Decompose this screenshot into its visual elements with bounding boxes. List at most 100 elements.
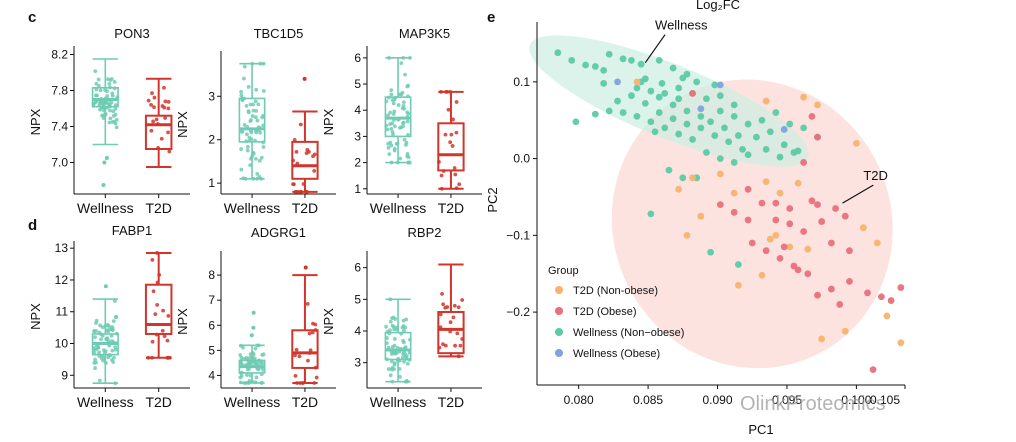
y-axis-label: NPX — [28, 303, 43, 330]
boxplot-tbc1d5: TBC1D5 1 2 3 NPX Wellness T2D — [175, 26, 336, 216]
y-tick-label: 10 — [55, 337, 69, 351]
data-point — [390, 352, 394, 356]
data-point — [397, 349, 402, 354]
data-point — [114, 125, 119, 130]
data-point — [389, 88, 394, 93]
data-point — [113, 345, 118, 350]
scatter-point — [703, 95, 710, 103]
scatter-point — [814, 201, 821, 209]
data-point — [94, 329, 98, 333]
scatter-point — [697, 124, 705, 132]
data-point — [149, 128, 154, 133]
data-point — [402, 340, 406, 345]
scatter-point — [814, 133, 821, 141]
data-point — [306, 358, 310, 363]
legend-swatch — [555, 349, 563, 357]
data-point — [460, 337, 465, 341]
scatter-point — [748, 239, 756, 247]
scatter-point — [800, 124, 808, 132]
scatter-point — [711, 81, 719, 89]
data-point — [403, 352, 408, 357]
scatter-point — [675, 84, 683, 92]
data-point — [112, 79, 117, 84]
box-iqr — [291, 329, 319, 369]
data-point — [113, 121, 118, 126]
x-tick-label: 0.090 — [703, 393, 733, 407]
y-tick-label: 3 — [354, 356, 361, 370]
scatter-point — [772, 231, 780, 239]
data-point — [389, 126, 394, 131]
scatter-point — [786, 220, 794, 228]
scatter-point — [711, 132, 719, 139]
data-point — [238, 375, 243, 380]
scatter-point — [786, 205, 794, 212]
scatter-point — [655, 56, 663, 64]
data-point — [248, 128, 253, 133]
scatter-point — [877, 293, 885, 301]
scatter-point — [582, 61, 590, 69]
boxplot-title: TBC1D5 — [254, 26, 304, 41]
data-point — [254, 129, 258, 133]
data-point — [154, 332, 159, 337]
data-point — [443, 132, 448, 137]
box-t2d — [144, 251, 173, 360]
scatter-point — [628, 56, 635, 64]
data-point — [162, 334, 167, 338]
data-point — [307, 331, 312, 336]
data-point — [401, 55, 406, 60]
data-point — [261, 368, 266, 372]
data-point — [452, 303, 457, 308]
data-point — [93, 366, 97, 370]
scatter-point — [780, 243, 788, 251]
annotation-label: Wellness — [655, 18, 708, 33]
data-point — [298, 381, 302, 385]
data-point — [152, 95, 157, 100]
data-point — [451, 117, 455, 122]
data-point — [94, 318, 99, 323]
y-axis-label: NPX — [321, 108, 336, 135]
data-point — [167, 149, 172, 154]
data-point — [384, 324, 389, 329]
data-point — [445, 305, 450, 309]
data-point — [93, 360, 98, 365]
scatter-point — [790, 149, 798, 156]
data-point — [166, 99, 171, 104]
data-point — [155, 122, 160, 126]
data-point — [439, 89, 443, 94]
x-tick-label: 0.105 — [870, 393, 900, 407]
scatter-point — [758, 199, 766, 207]
annotation-t2d: T2D — [842, 168, 888, 204]
data-point — [448, 320, 453, 325]
scatter-point — [655, 93, 663, 101]
scatter-point — [828, 239, 835, 247]
data-point — [460, 298, 465, 302]
data-point — [103, 323, 108, 328]
data-point — [249, 364, 254, 369]
box-wellness — [384, 297, 412, 384]
scatter-point — [661, 89, 669, 97]
scatter-point — [721, 124, 728, 132]
data-point — [444, 89, 448, 94]
panel-letter-e: e — [487, 9, 495, 26]
data-point — [109, 77, 114, 81]
scatter-point — [832, 205, 839, 212]
scatter-point — [614, 97, 621, 105]
data-point — [99, 337, 103, 342]
scatter-point — [633, 112, 641, 120]
scatter-point — [766, 235, 774, 243]
data-point — [457, 182, 462, 187]
scatter-point — [776, 254, 784, 262]
data-point — [441, 169, 446, 173]
scatter-point — [665, 166, 673, 174]
data-point — [253, 346, 258, 351]
data-point — [402, 137, 407, 142]
data-point — [314, 375, 319, 380]
data-point — [254, 87, 259, 92]
scatter-point — [772, 216, 780, 224]
y-tick-label: 0.0 — [513, 152, 530, 166]
data-point — [384, 99, 389, 104]
data-point — [405, 361, 410, 366]
box-t2d — [437, 89, 465, 191]
data-point — [401, 100, 406, 105]
